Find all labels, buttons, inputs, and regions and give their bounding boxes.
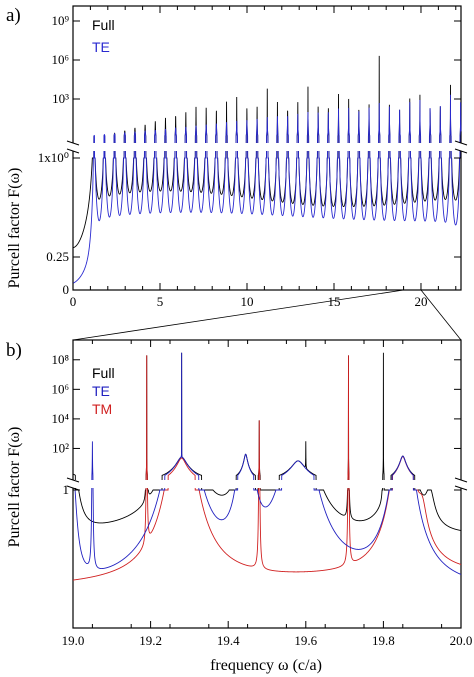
break-mark-right-bottom (454, 148, 468, 154)
legend-full-b: Full (92, 365, 115, 381)
break-mark-b-rb (454, 485, 468, 491)
zoom-line-left (72, 289, 404, 341)
series-full-a (73, 55, 462, 249)
x-tick-label-b: 19.2 (139, 633, 162, 648)
y-tick-label-a-low: 1x10⁰ (38, 150, 69, 165)
axis-break-b (67, 480, 467, 488)
break-mark-left-top (66, 140, 80, 146)
series-tm-b (72, 355, 462, 581)
x-tick-label-b: 20.0 (450, 633, 473, 648)
x-tick-label-b: 19.4 (217, 633, 240, 648)
y-tick-label-a-low: 0.25 (46, 249, 69, 264)
break-mark-left-bottom (66, 148, 80, 154)
zoom-connector-lines (72, 289, 462, 341)
panel-b-label: b) (6, 340, 22, 361)
x-tick-label-a: 0 (70, 294, 77, 309)
zoom-line-right (420, 289, 462, 341)
panel-b-ylabel: Purcell factor F(ω) (6, 427, 23, 548)
panel-a-label: a) (6, 5, 21, 26)
legend-te-b: TE (92, 383, 110, 399)
x-tick-label-a: 5 (157, 294, 164, 309)
y-tick-label-b-up: 10⁶ (51, 381, 69, 396)
x-tick-label-b: 19.8 (372, 633, 395, 648)
series-te-b (73, 352, 462, 575)
y-tick-label-b-up: 10⁴ (51, 411, 69, 426)
x-tick-label-b: 19.6 (294, 633, 317, 648)
x-tick-label-a: 15 (327, 294, 340, 309)
panel-a: 0 5 10 15 20 0 0.25 1x10⁰ 10³ 10⁶ 10⁹ (38, 5, 468, 309)
y-tick-label-a-up: 10⁹ (51, 13, 69, 28)
legend-tm-b: TM (92, 401, 112, 417)
panel-b: 19.0 19.2 19.4 19.6 19.8 20.0 1 10² 10⁴ 10⁶ 10⁸ (51, 339, 473, 648)
break-mark-right-top (454, 140, 468, 146)
panel-a-ylabel: Purcell factor F(ω) (6, 168, 23, 289)
y-tick-label-b-up: 10² (52, 440, 69, 455)
y-tick-label-a-low: 0 (63, 282, 70, 297)
x-tick-label-a: 20 (414, 294, 427, 309)
legend-full-a: Full (92, 17, 115, 33)
break-mark-b-lt (66, 477, 80, 483)
y-tick-label-b-up: 10⁸ (51, 352, 69, 367)
x-tick-label-a: 10 (240, 294, 253, 309)
y-tick-label-b-low: 1 (63, 482, 70, 497)
break-mark-b-rt (454, 477, 468, 483)
series-te-a (73, 94, 462, 284)
series-full-b (73, 352, 462, 531)
x-tick-label-b: 19.0 (62, 633, 85, 648)
break-mark-b-lb (66, 485, 80, 491)
y-tick-label-a-up: 10⁶ (51, 52, 69, 67)
panel-b-xlabel: frequency ω (c/a) (210, 657, 322, 674)
y-tick-label-a-up: 10³ (52, 91, 69, 106)
axis-break-a (67, 143, 467, 151)
legend-te-a: TE (92, 39, 110, 55)
